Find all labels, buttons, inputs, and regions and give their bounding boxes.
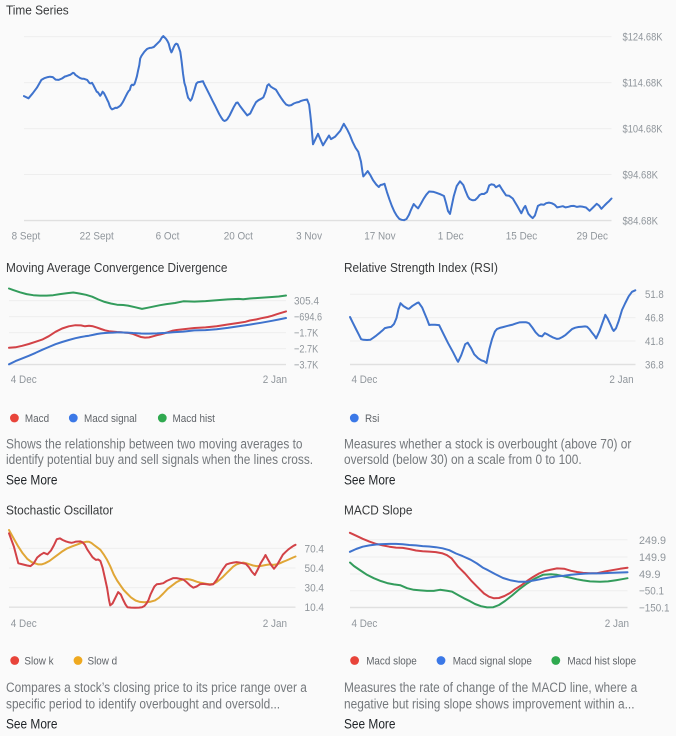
svg-text:Shows the relationship between: Shows the relationship between two movin… — [6, 436, 303, 451]
svg-text:Macd hist slope: Macd hist slope — [567, 656, 636, 668]
svg-text:−150.1: −150.1 — [639, 603, 670, 615]
svg-text:−3.7K: −3.7K — [294, 360, 319, 372]
svg-text:2 Jan: 2 Jan — [609, 374, 633, 386]
svg-text:305.4: 305.4 — [294, 296, 319, 308]
svg-text:$114.68K: $114.68K — [623, 78, 664, 90]
svg-text:70.4: 70.4 — [305, 543, 325, 555]
svg-text:See More: See More — [6, 717, 58, 732]
svg-text:29 Dec: 29 Dec — [577, 230, 609, 242]
svg-text:oversold (below 30) on a scale: oversold (below 30) on a scale from 0 to… — [344, 452, 582, 467]
svg-text:41.8: 41.8 — [645, 336, 664, 348]
svg-text:Macd hist: Macd hist — [173, 413, 215, 425]
svg-text:Stochastic Oscillator: Stochastic Oscillator — [6, 503, 114, 518]
svg-text:−2.7K: −2.7K — [294, 344, 319, 356]
svg-text:Slow k: Slow k — [24, 656, 54, 668]
svg-text:249.9: 249.9 — [639, 535, 666, 547]
svg-text:3 Nov: 3 Nov — [296, 230, 322, 242]
svg-text:$94.68K: $94.68K — [623, 170, 659, 182]
svg-text:Time Series: Time Series — [6, 3, 69, 18]
svg-text:−694.6: −694.6 — [294, 312, 322, 324]
svg-text:50.4: 50.4 — [305, 563, 325, 575]
svg-text:$104.68K: $104.68K — [623, 124, 664, 136]
svg-text:See More: See More — [344, 472, 396, 487]
svg-text:$124.68K: $124.68K — [623, 32, 664, 44]
svg-text:49.9: 49.9 — [639, 569, 661, 581]
svg-text:15 Dec: 15 Dec — [506, 230, 538, 242]
svg-text:4 Dec: 4 Dec — [11, 374, 37, 386]
svg-text:Rsi: Rsi — [365, 413, 379, 425]
svg-text:negative but rising slope show: negative but rising slope shows improvem… — [344, 696, 635, 711]
svg-text:10.4: 10.4 — [305, 602, 325, 614]
svg-text:22 Sept: 22 Sept — [80, 230, 114, 242]
svg-text:Macd slope: Macd slope — [366, 656, 417, 668]
svg-text:17 Nov: 17 Nov — [364, 230, 396, 242]
svg-text:$84.68K: $84.68K — [623, 216, 659, 228]
svg-text:2 Jan: 2 Jan — [605, 618, 629, 630]
svg-text:4 Dec: 4 Dec — [352, 374, 378, 386]
svg-text:Measures whether a stock is ov: Measures whether a stock is overbought (… — [344, 436, 632, 451]
svg-text:46.8: 46.8 — [645, 313, 664, 325]
svg-text:Moving Average Convergence Div: Moving Average Convergence Divergence — [6, 260, 227, 275]
svg-text:2 Jan: 2 Jan — [263, 618, 287, 630]
svg-text:Slow d: Slow d — [88, 656, 118, 668]
svg-text:Compares a stock’s closing pri: Compares a stock’s closing price to its … — [6, 680, 307, 695]
svg-text:Measures the rate of change of: Measures the rate of change of the MACD … — [344, 680, 638, 695]
svg-text:Relative Strength Index (RSI): Relative Strength Index (RSI) — [344, 260, 498, 275]
svg-text:Macd signal: Macd signal — [84, 413, 137, 425]
svg-text:4 Dec: 4 Dec — [11, 618, 37, 630]
svg-text:MACD Slope: MACD Slope — [344, 503, 412, 518]
svg-text:1 Dec: 1 Dec — [438, 230, 464, 242]
svg-text:36.8: 36.8 — [645, 360, 664, 372]
svg-text:−50.1: −50.1 — [639, 586, 664, 598]
svg-text:specific period to identify ov: specific period to identify overbought a… — [6, 696, 280, 711]
svg-text:2 Jan: 2 Jan — [263, 374, 287, 386]
svg-text:See More: See More — [6, 472, 58, 487]
svg-text:Macd: Macd — [25, 413, 49, 425]
svg-text:identify potential buy and sel: identify potential buy and sell signals … — [6, 452, 313, 467]
svg-text:20 Oct: 20 Oct — [224, 230, 253, 242]
svg-text:8 Sept: 8 Sept — [12, 230, 41, 242]
svg-text:30.4: 30.4 — [305, 583, 325, 595]
svg-text:See More: See More — [344, 717, 396, 732]
svg-text:−1.7K: −1.7K — [294, 328, 319, 340]
svg-text:149.9: 149.9 — [639, 552, 666, 564]
svg-text:51.8: 51.8 — [645, 289, 664, 301]
svg-text:4 Dec: 4 Dec — [352, 618, 378, 630]
svg-text:6 Oct: 6 Oct — [156, 230, 180, 242]
svg-text:Macd signal slope: Macd signal slope — [453, 656, 532, 668]
